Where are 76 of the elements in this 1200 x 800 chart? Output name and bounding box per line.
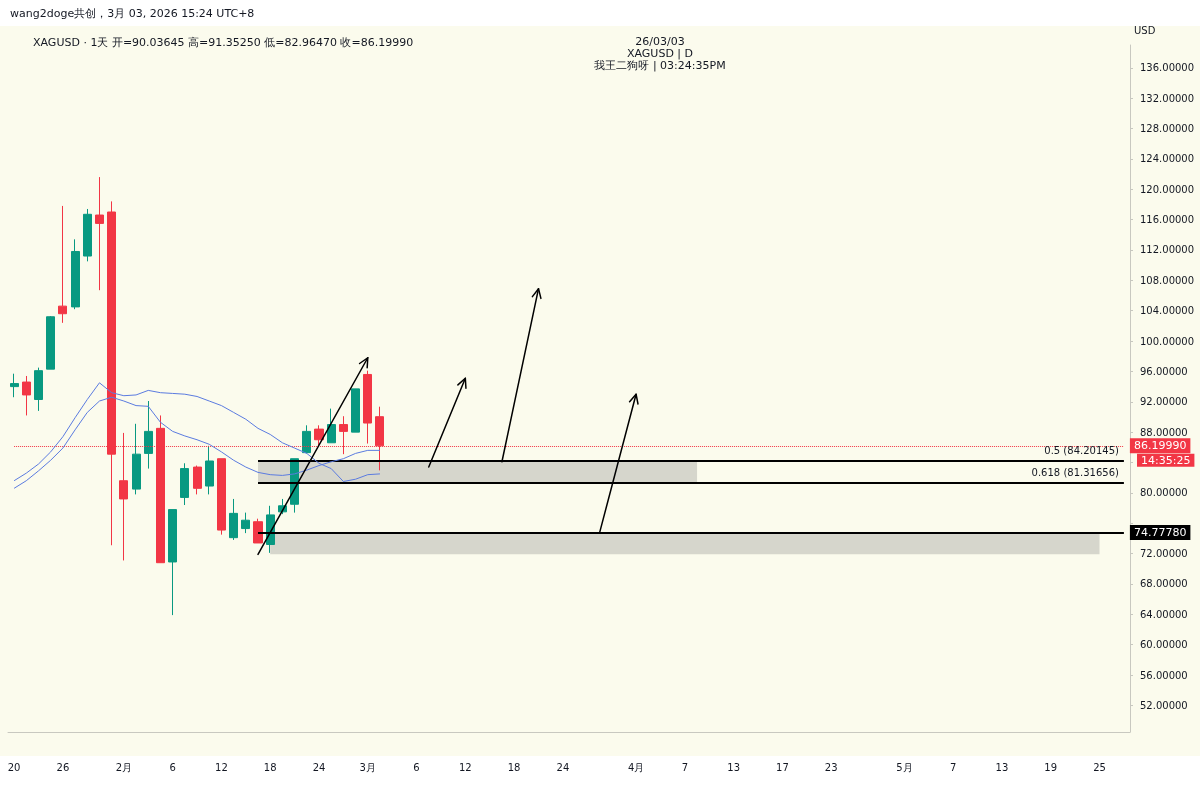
candlestick [193, 465, 202, 495]
x-tick-label: 24 [556, 761, 570, 773]
candlestick [217, 458, 226, 536]
y-tick-label: 56.00000 [1140, 669, 1188, 681]
candlestick [71, 238, 80, 310]
x-tick-label: 7 [949, 761, 957, 773]
y-tick-label: 64.00000 [1140, 608, 1188, 620]
y-tick-label: 96.00000 [1140, 365, 1188, 377]
candlestick [34, 367, 43, 412]
candlestick [253, 518, 263, 544]
y-tick-label: 80.00000 [1140, 487, 1188, 499]
text: wang2doge共创，3月 03, 2026 15:24 UTC+8 [10, 7, 255, 20]
y-axis-title: USD [1134, 24, 1156, 36]
y-tick-label: 108.00000 [1140, 274, 1195, 286]
candlestick [241, 512, 250, 534]
x-tick-label: 19 [1044, 761, 1058, 773]
annotation: 我王二狗呀 | 03:24:35PM [594, 59, 726, 72]
text: 14:35:25 [1141, 453, 1191, 467]
candlestick [314, 424, 324, 447]
x-tick-label: 6 [169, 761, 176, 773]
y-tick-label: 104.00000 [1140, 305, 1195, 317]
y-tick-label: 88.00000 [1140, 426, 1188, 438]
x-tick-label: 23 [824, 761, 838, 773]
candlestick [229, 498, 238, 541]
y-tick-label: 100.00000 [1140, 335, 1195, 347]
x-tick-label: 12 [215, 761, 228, 773]
candlestick [83, 208, 92, 262]
x-tick-label: 17 [776, 761, 789, 773]
y-tick-label: 68.00000 [1140, 578, 1188, 590]
candlestick [10, 373, 19, 398]
ref-line-label: 0.618 (81.31656) [1031, 467, 1119, 479]
ref-line-label: 86.19990 [1133, 439, 1187, 453]
y-tick-label: 116.00000 [1140, 214, 1195, 226]
candlestick [46, 315, 55, 370]
candlestick [58, 205, 67, 324]
y-tick-label: 128.00000 [1140, 123, 1195, 134]
y-tick-label: 112.00000 [1140, 244, 1195, 256]
candlestick [132, 423, 141, 495]
candlestick [22, 375, 31, 416]
y-tick-label: 92.00000 [1140, 396, 1188, 408]
candlestick [302, 424, 311, 454]
x-tick-label: 18 [263, 761, 277, 773]
candlestick [351, 388, 360, 433]
x-tick-label: 20 [7, 761, 21, 773]
y-tick-label: 72.00000 [1140, 548, 1188, 560]
candlestick [95, 176, 104, 291]
x-tick-label: 13 [727, 761, 741, 773]
x-tick-label: 4月 [627, 761, 645, 773]
x-tick-label: 12 [458, 761, 472, 773]
y-tick-label: 136.00000 [1140, 62, 1195, 74]
candlestick [168, 509, 177, 616]
x-tick-label: 2月 [115, 761, 133, 773]
candlestick [144, 400, 153, 470]
candlestick [363, 370, 372, 445]
x-tick-label: 7 [681, 761, 689, 773]
y-tick-label: 120.00000 [1140, 183, 1195, 195]
annotation: XAGUSD | D [626, 47, 694, 60]
y-tick-label: 124.00000 [1140, 153, 1195, 165]
x-tick-label: 3月 [359, 761, 376, 773]
candlestick [327, 408, 336, 444]
chart-title: XAGUSD · 1天 开=90.03645 高=91.35250 低=82.96470 收=86.19990 [33, 36, 414, 49]
x-tick-label: 25 [1093, 761, 1106, 773]
x-tick-label: 26 [56, 761, 70, 773]
x-tick-label: 6 [413, 761, 420, 773]
annotation: 26/03/03 [635, 35, 685, 48]
x-tick-label: 24 [312, 761, 326, 773]
x-tick-label: 18 [507, 761, 521, 773]
y-tick-label: 60.00000 [1140, 639, 1188, 651]
x-tick-label: 13 [995, 761, 1009, 773]
y-tick-label: 132.00000 [1140, 92, 1195, 104]
ref-line-label: 0.5 (84.20145) [1044, 445, 1119, 457]
candlestick [205, 445, 214, 495]
x-tick-label: 5月 [896, 761, 913, 773]
y-tick-label: 52.00000 [1140, 699, 1188, 711]
candlestick [180, 462, 189, 506]
ref-line-label: 74.77780 [1133, 526, 1187, 540]
